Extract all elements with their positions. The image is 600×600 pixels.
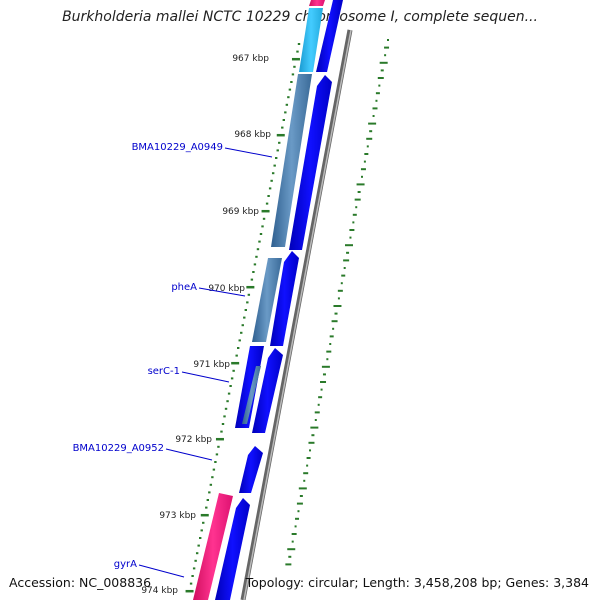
forward-strand-track <box>215 0 343 600</box>
leader-line <box>138 564 185 578</box>
gene-label-serc-1[interactable]: serC-1 <box>148 366 180 377</box>
backbone-track <box>240 29 353 600</box>
tick-label: 973 kbp <box>159 511 196 521</box>
cds-arrow[interactable] <box>239 446 263 493</box>
cds-pink-top[interactable] <box>309 0 325 6</box>
cds-arrow[interactable] <box>252 348 283 433</box>
accession-text: Accession: NC_008836 <box>9 575 152 590</box>
cds-arrow[interactable] <box>215 498 250 600</box>
gene-label-bma10229-a0949[interactable]: BMA10229_A0949 <box>132 142 223 153</box>
gene-label-bma10229-a0952[interactable]: BMA10229_A0952 <box>73 443 164 454</box>
reverse-strand-track <box>193 0 325 600</box>
gc-content-track <box>285 39 390 566</box>
cds-serc-inner[interactable] <box>242 366 261 424</box>
leader-line <box>181 371 230 383</box>
tick-label: 970 kbp <box>208 284 245 294</box>
gene-label-gyra[interactable]: gyrA <box>114 559 137 570</box>
cds-steel-phea[interactable] <box>252 258 282 342</box>
tick-label: 968 kbp <box>234 130 271 140</box>
tick-label: 967 kbp <box>232 54 269 64</box>
cds-arrow[interactable] <box>270 251 299 346</box>
cds-arrow[interactable] <box>289 75 332 250</box>
gene-label-phea[interactable]: pheA <box>171 282 197 293</box>
gene-labels: BMA10229_A0949 pheA serC-1 BMA10229_A095… <box>73 142 273 578</box>
map-title: Burkholderia mallei NCTC 10229 chromosom… <box>62 9 538 25</box>
leader-line <box>198 287 246 297</box>
tick-label: 972 kbp <box>175 435 212 445</box>
tick-label: 974 kbp <box>141 586 178 596</box>
genome-stats-text: Topology: circular; Length: 3,458,208 bp… <box>245 575 589 590</box>
leader-line <box>224 147 273 158</box>
tick-label: 969 kbp <box>222 207 259 217</box>
cds-arrow[interactable] <box>316 0 343 72</box>
cds-pink-gyrA[interactable] <box>193 493 233 600</box>
scale-ticks: 967 kbp 968 kbp 969 kbp 970 kbp 971 kbp … <box>141 43 301 596</box>
leader-line <box>165 448 213 461</box>
tick-label: 971 kbp <box>193 360 230 370</box>
cds-cyan[interactable] <box>299 8 323 72</box>
cds-steel-a0949[interactable] <box>271 74 312 247</box>
